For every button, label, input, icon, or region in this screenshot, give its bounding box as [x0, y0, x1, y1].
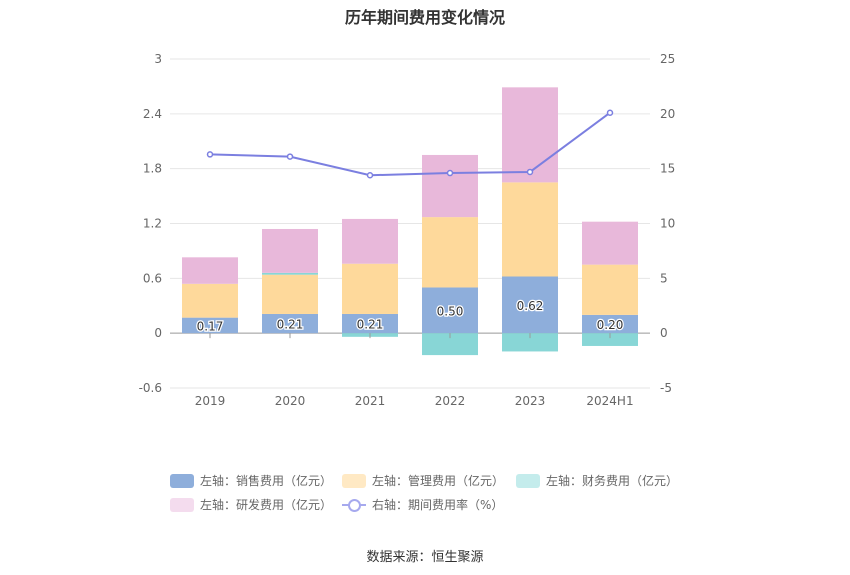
bar-marks — [182, 87, 638, 356]
legend-item-finance[interactable]: 左轴：财务费用（亿元） — [516, 472, 678, 489]
expense-rate-point — [366, 171, 374, 179]
bar-segment-3 — [342, 218, 398, 264]
bar-segment-1 — [182, 283, 238, 318]
bar-segment-0 — [182, 317, 238, 334]
bar-segment-3 — [582, 221, 638, 265]
expense-rate-point — [606, 109, 614, 116]
bar-segment-2 — [582, 333, 638, 346]
right-tick-label: 20 — [660, 107, 675, 121]
data-labels: 0.17 0.21 0.21 0.50 0.62 0.20 — [195, 298, 624, 335]
legend-swatch-admin — [342, 473, 366, 488]
legend-label-sales: 左轴：销售费用（亿元） — [200, 474, 333, 488]
expense-rate-point — [446, 169, 454, 177]
axis-ticks: 3 2.4 1.8 1.2 0.6 0 -0.6 25 20 15 10 5 0 -5 2019 2020 20… — [139, 52, 676, 408]
legend-item-sales[interactable]: 左轴：销售费用（亿元） — [170, 472, 332, 489]
bar-segment-0 — [582, 314, 638, 334]
bar-value-label: 0.62 — [517, 299, 544, 313]
x-tick-label: 2020 — [275, 394, 306, 408]
legend-swatch-sales — [170, 473, 194, 488]
x-tick-label: 2019 — [195, 394, 226, 408]
expense-rate-point — [526, 168, 534, 176]
bar-segment-1 — [342, 263, 398, 314]
x-tick-label: 2023 — [515, 394, 546, 408]
bar-segment-0 — [502, 276, 558, 334]
left-tick-label: 1.8 — [143, 162, 162, 176]
expense-rate-point — [206, 151, 214, 158]
x-tick-label: 2024H1 — [586, 394, 633, 408]
right-tick-label: 25 — [660, 52, 675, 66]
legend-swatch-finance — [516, 473, 540, 488]
left-tick-label: -0.6 — [139, 381, 162, 395]
left-tick-label: 2.4 — [143, 107, 162, 121]
left-tick-label: 0 — [154, 326, 162, 340]
data-source: 数据来源：恒生聚源 — [366, 550, 484, 565]
bar-segment-2 — [262, 272, 318, 275]
right-tick-label: 15 — [660, 162, 675, 176]
legend-line-icon — [342, 498, 366, 512]
x-tick-label: 2022 — [435, 394, 466, 408]
legend-label-finance: 左轴：财务费用（亿元） — [546, 474, 679, 488]
bar-segment-1 — [582, 264, 638, 315]
grid-lines — [170, 58, 650, 389]
bar-segment-0 — [422, 287, 478, 334]
expense-rate-point — [286, 153, 294, 160]
line-marks — [206, 109, 614, 179]
bar-value-label: 0.50 — [437, 304, 464, 318]
bar-segment-3 — [262, 228, 318, 273]
bar-segment-3 — [182, 257, 238, 284]
bar-value-label: 0.21 — [357, 318, 384, 332]
right-tick-label: 0 — [660, 326, 668, 340]
legend-label-admin: 左轴：管理费用（亿元） — [372, 474, 505, 488]
bar-segment-2 — [422, 333, 478, 356]
left-tick-label: 0.6 — [143, 271, 162, 285]
right-tick-label: -5 — [660, 381, 672, 395]
bar-segment-0 — [262, 313, 318, 334]
bar-segment-1 — [502, 182, 558, 277]
bar-value-label: 0.20 — [597, 318, 624, 332]
bar-value-label: 0.17 — [197, 319, 224, 333]
left-tick-label: 3 — [154, 52, 162, 66]
legend-item-expense-rate[interactable]: 右轴：期间费用率（%） — [342, 496, 503, 513]
expense-rate-line — [209, 111, 611, 177]
right-tick-label: 5 — [660, 271, 668, 285]
legend-label-expense-rate: 右轴：期间费用率（%） — [372, 498, 504, 512]
left-tick-label: 1.2 — [143, 217, 162, 231]
bar-segment-2 — [502, 333, 558, 352]
bar-value-label: 0.21 — [277, 318, 304, 332]
bar-segment-0 — [342, 313, 398, 334]
bar-segment-3 — [502, 87, 558, 183]
chart-canvas: 0.17 0.21 0.21 0.50 0.62 0.20 3 2.4 1.8 1.2 0.6 0 -… — [139, 52, 676, 408]
chart-title: 历年期间费用变化情况 — [344, 8, 505, 27]
x-tick-label: 2021 — [355, 394, 386, 408]
bar-segment-1 — [422, 217, 478, 288]
legend-item-admin[interactable]: 左轴：管理费用（亿元） — [342, 472, 504, 489]
legend-label-rd: 左轴：研发费用（亿元） — [200, 498, 333, 512]
bar-segment-1 — [262, 274, 318, 314]
legend-swatch-rd — [170, 497, 194, 512]
bar-segment-3 — [422, 154, 478, 218]
right-tick-label: 10 — [660, 217, 675, 231]
legend-item-rd[interactable]: 左轴：研发费用（亿元） — [170, 496, 332, 513]
